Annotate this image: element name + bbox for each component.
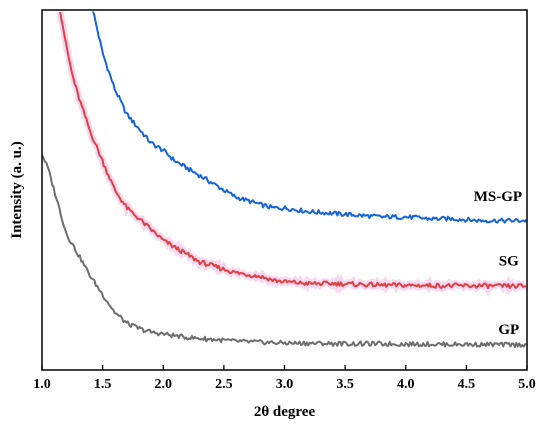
x-tick-label: 1.0 (33, 377, 51, 392)
x-tick-label: 5.0 (518, 377, 536, 392)
x-tick-label: 2.0 (155, 377, 173, 392)
series-label-sg: SG (499, 254, 519, 270)
x-tick-label: 3.5 (336, 377, 354, 392)
series-label-ms-gp: MS-GP (474, 189, 522, 205)
x-ticks: 1.0 1.5 2.0 2.5 3.0 3.5 4.0 4.5 5.0 (33, 365, 536, 392)
series-labels: MS-GP SG GP (474, 189, 522, 338)
x-tick-label: 4.0 (397, 377, 415, 392)
x-tick-label: 1.5 (94, 377, 112, 392)
x-tick-label: 4.5 (458, 377, 476, 392)
plot-area (42, 11, 527, 349)
series-line-ms-gp (91, 11, 527, 224)
series-label-gp: GP (498, 322, 519, 338)
series-highlight-sg (56, 11, 527, 298)
x-axis-title: 2θ degree (254, 404, 316, 420)
series-line-sg (59, 11, 527, 290)
x-tick-label: 3.0 (276, 377, 294, 392)
y-axis-title: Intensity (a. u.) (9, 141, 25, 239)
x-tick-label: 2.5 (215, 377, 233, 392)
series-line-gp (42, 154, 527, 349)
